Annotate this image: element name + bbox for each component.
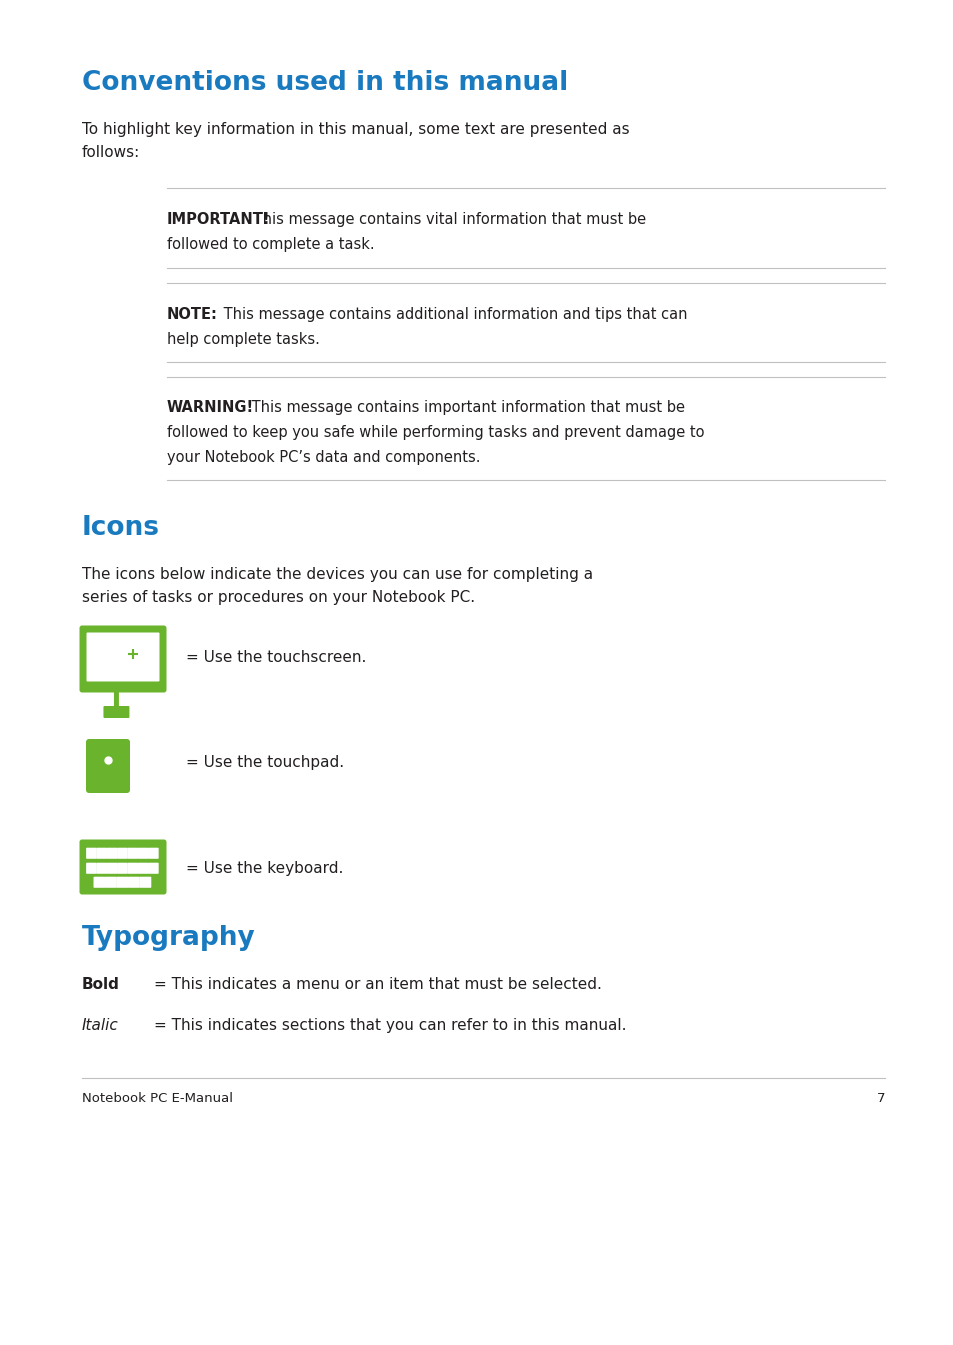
FancyBboxPatch shape bbox=[137, 847, 149, 859]
Text: = Use the touchscreen.: = Use the touchscreen. bbox=[186, 650, 366, 664]
Text: followed to complete a task.: followed to complete a task. bbox=[167, 237, 375, 252]
FancyBboxPatch shape bbox=[127, 847, 138, 859]
FancyBboxPatch shape bbox=[96, 847, 107, 859]
Text: = This indicates a menu or an item that must be selected.: = This indicates a menu or an item that … bbox=[153, 976, 601, 993]
FancyBboxPatch shape bbox=[117, 862, 128, 874]
Text: Icons: Icons bbox=[82, 515, 160, 541]
FancyBboxPatch shape bbox=[117, 847, 128, 859]
FancyBboxPatch shape bbox=[107, 847, 117, 859]
FancyBboxPatch shape bbox=[86, 738, 130, 794]
FancyBboxPatch shape bbox=[103, 706, 130, 718]
Text: follows:: follows: bbox=[82, 145, 140, 160]
Text: = This indicates sections that you can refer to in this manual.: = This indicates sections that you can r… bbox=[153, 1018, 626, 1033]
Text: Typography: Typography bbox=[82, 925, 255, 951]
FancyBboxPatch shape bbox=[96, 862, 107, 874]
FancyBboxPatch shape bbox=[127, 862, 138, 874]
Text: The icons below indicate the devices you can use for completing a: The icons below indicate the devices you… bbox=[82, 568, 593, 582]
Text: = Use the touchpad.: = Use the touchpad. bbox=[186, 756, 344, 771]
Text: followed to keep you safe while performing tasks and prevent damage to: followed to keep you safe while performi… bbox=[167, 425, 703, 440]
Text: NOTE:: NOTE: bbox=[167, 307, 217, 321]
Text: This message contains additional information and tips that can: This message contains additional informa… bbox=[219, 307, 687, 321]
FancyBboxPatch shape bbox=[107, 862, 117, 874]
FancyBboxPatch shape bbox=[116, 877, 129, 888]
FancyBboxPatch shape bbox=[113, 691, 119, 710]
Text: your Notebook PC’s data and components.: your Notebook PC’s data and components. bbox=[167, 451, 480, 465]
FancyBboxPatch shape bbox=[79, 625, 167, 693]
Text: This message contains vital information that must be: This message contains vital information … bbox=[249, 213, 645, 227]
Text: series of tasks or procedures on your Notebook PC.: series of tasks or procedures on your No… bbox=[82, 590, 475, 605]
FancyBboxPatch shape bbox=[93, 877, 105, 888]
Text: IMPORTANT!: IMPORTANT! bbox=[167, 213, 271, 227]
Text: = Use the keyboard.: = Use the keyboard. bbox=[186, 861, 343, 876]
Text: To highlight key information in this manual, some text are presented as: To highlight key information in this man… bbox=[82, 122, 629, 137]
Text: WARNING!: WARNING! bbox=[167, 399, 253, 416]
Text: Conventions used in this manual: Conventions used in this manual bbox=[82, 70, 568, 95]
FancyBboxPatch shape bbox=[128, 877, 140, 888]
Text: 7: 7 bbox=[876, 1092, 884, 1106]
FancyBboxPatch shape bbox=[148, 862, 158, 874]
Text: help complete tasks.: help complete tasks. bbox=[167, 332, 319, 347]
FancyBboxPatch shape bbox=[79, 839, 167, 894]
FancyBboxPatch shape bbox=[87, 632, 159, 682]
FancyBboxPatch shape bbox=[86, 847, 96, 859]
FancyBboxPatch shape bbox=[86, 862, 96, 874]
FancyBboxPatch shape bbox=[139, 877, 152, 888]
FancyBboxPatch shape bbox=[148, 847, 158, 859]
FancyBboxPatch shape bbox=[137, 862, 149, 874]
Text: This message contains important information that must be: This message contains important informat… bbox=[247, 399, 684, 416]
Text: Notebook PC E-Manual: Notebook PC E-Manual bbox=[82, 1092, 233, 1106]
Text: Italic: Italic bbox=[82, 1018, 118, 1033]
FancyBboxPatch shape bbox=[105, 877, 116, 888]
Text: Bold: Bold bbox=[82, 976, 120, 993]
